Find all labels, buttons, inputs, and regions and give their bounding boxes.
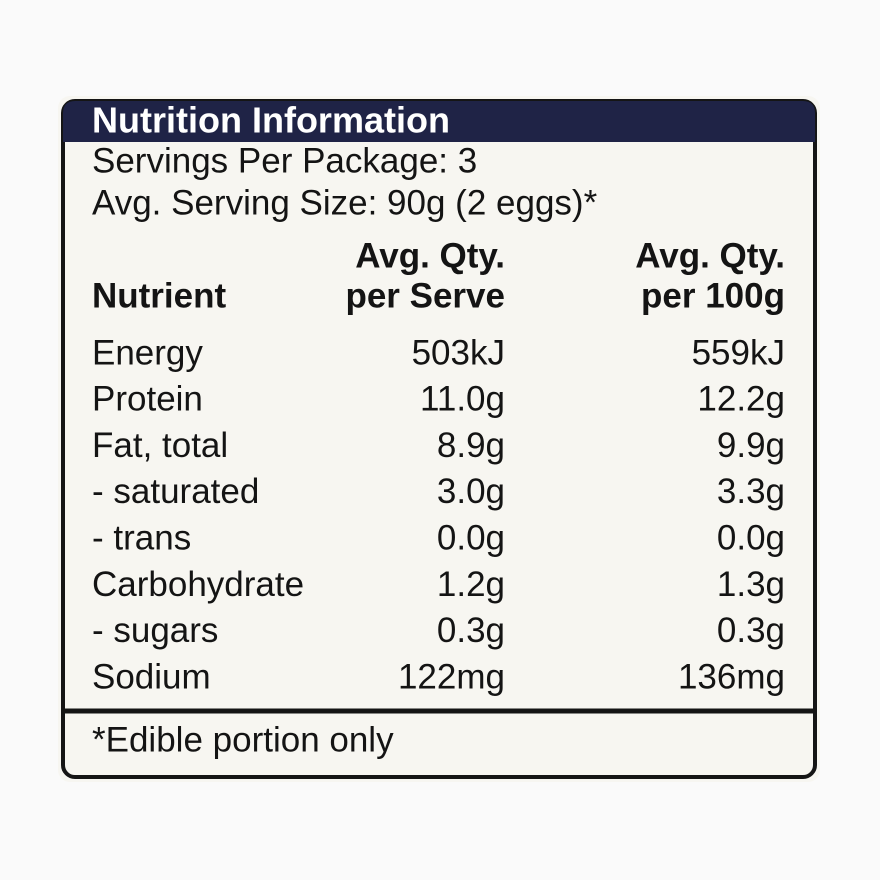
nutrient-name: Protein bbox=[92, 380, 203, 419]
nutrient-value: 0.3g bbox=[437, 611, 505, 650]
nutrient-name: - trans bbox=[92, 518, 191, 557]
nutrient-value: 9.9g bbox=[717, 426, 785, 465]
title-bar bbox=[63, 101, 815, 142]
nutrient-value: 1.2g bbox=[437, 565, 505, 604]
nutrient-value: 136mg bbox=[678, 657, 785, 696]
nutrient-value: 8.9g bbox=[437, 426, 505, 465]
nutrient-value: 0.3g bbox=[717, 611, 785, 650]
nutrient-value: 559kJ bbox=[692, 333, 785, 372]
column-header: Avg. Qty. bbox=[635, 236, 785, 275]
nutrient-name: Fat, total bbox=[92, 426, 228, 465]
nutrient-value: 0.0g bbox=[437, 518, 505, 557]
column-header: Nutrient bbox=[92, 276, 227, 315]
nutrient-name: - saturated bbox=[92, 472, 259, 511]
nutrient-value: 122mg bbox=[398, 657, 505, 696]
column-header: per 100g bbox=[641, 276, 785, 315]
serving-line: Avg. Serving Size: 90g (2 eggs)* bbox=[92, 183, 598, 222]
nutrient-value: 1.3g bbox=[717, 565, 785, 604]
nutrient-value: 0.0g bbox=[717, 518, 785, 557]
nutrient-name: Energy bbox=[92, 333, 203, 372]
column-header: Avg. Qty. bbox=[355, 236, 505, 275]
label-card bbox=[58, 96, 820, 782]
nutrient-value: 12.2g bbox=[697, 380, 785, 419]
nutrient-name: - sugars bbox=[92, 611, 218, 650]
nutrient-value: 503kJ bbox=[412, 333, 505, 372]
serving-line: Servings Per Package: 3 bbox=[92, 141, 477, 180]
nutrient-name: Sodium bbox=[92, 657, 211, 696]
nutrient-name: Carbohydrate bbox=[92, 565, 304, 604]
footnote: *Edible portion only bbox=[92, 720, 394, 759]
nutrient-value: 11.0g bbox=[420, 380, 505, 419]
nutrient-value: 3.3g bbox=[717, 472, 785, 511]
title: Nutrition Information bbox=[92, 100, 450, 141]
nutrient-value: 3.0g bbox=[437, 472, 505, 511]
column-header: per Serve bbox=[345, 276, 505, 315]
